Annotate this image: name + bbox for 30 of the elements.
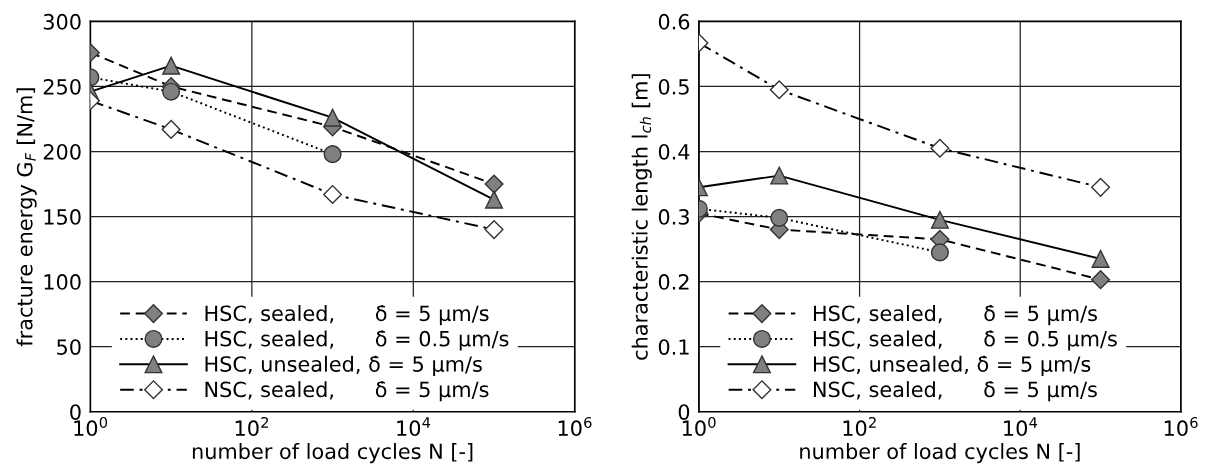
y-axis-title: characteristic length l$_{ch}$ [m] <box>631 74 652 360</box>
x-tick-label: 10$^{2}$ <box>843 416 876 437</box>
x-tick-label: 10$^{2}$ <box>235 416 269 437</box>
y-tick-label: 300 <box>43 13 81 30</box>
y-tick-label: 150 <box>44 209 81 225</box>
y-tick-label: 200 <box>43 143 81 160</box>
y-tick-label: 100 <box>44 274 81 290</box>
x-tick-label: 10$^{6}$ <box>558 416 592 437</box>
legend-label: HSC, unsealed, δ̇ = 5 µm/s <box>813 355 1091 376</box>
y-tick-label: 50 <box>57 339 81 355</box>
x-tick-label: 10$^{6}$ <box>1164 416 1198 437</box>
y-axis-title: fracture energy G$_{F}$ [N/m] <box>16 88 37 347</box>
legend-label: HSC, unsealed, δ̇ = 5 µm/s <box>205 355 482 376</box>
legend-label: HSC, sealed, δ̇ = 0.5 µm/s <box>205 330 509 351</box>
y-tick-label: 0.4 <box>658 143 690 160</box>
legend-label: HSC, sealed, δ̇ = 5 µm/s <box>813 305 1097 326</box>
legend-label: NSC, sealed, δ̇ = 5 µm/s <box>813 381 1097 402</box>
y-tick-label: 0.1 <box>658 339 689 355</box>
legend-label: NSC, sealed, δ̇ = 5 µm/s <box>205 381 489 402</box>
y-tick-label: 250 <box>43 78 81 95</box>
legend-label: HSC, sealed, δ̇ = 5 µm/s <box>205 305 489 326</box>
y-tick-label: 0.6 <box>658 13 690 30</box>
y-tick-label: 0.5 <box>658 78 689 95</box>
x-tick-label: 10$^{4}$ <box>397 417 431 437</box>
x-axis-title: number of load cycles N [-] <box>800 443 1080 464</box>
x-tick-label: 10$^{4}$ <box>1004 417 1038 437</box>
y-tick-label: 0.3 <box>658 209 689 225</box>
y-tick-label: 0.2 <box>658 274 689 290</box>
x-axis-title: number of load cycles N [-] <box>192 443 473 464</box>
legend-label: HSC, sealed, δ̇ = 0.5 µm/s <box>813 330 1117 351</box>
